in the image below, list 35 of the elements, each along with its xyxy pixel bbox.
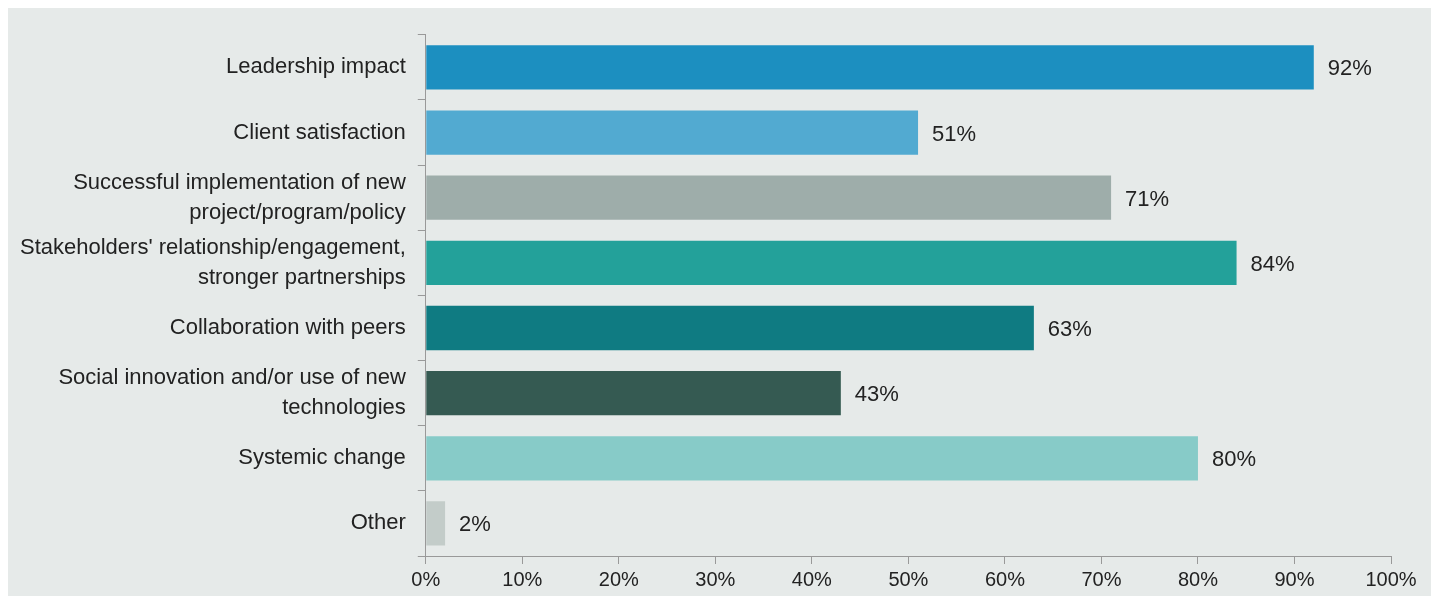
bar	[426, 45, 1314, 90]
bar	[426, 436, 1198, 481]
x-tick-label: 100%	[1365, 567, 1417, 590]
data-label: 51%	[932, 120, 977, 146]
data-label: 43%	[854, 381, 899, 407]
bar	[426, 305, 1034, 351]
x-tick-label: 0%	[411, 567, 441, 590]
data-label: 80%	[1211, 446, 1256, 472]
y-tick-label: Social innovation and/or use of new technologies	[58, 364, 406, 420]
x-tick-label: 90%	[1274, 567, 1315, 590]
data-label: 63%	[1047, 316, 1092, 342]
x-tick-label: 70%	[1081, 567, 1122, 590]
data-label: 2%	[459, 511, 491, 537]
data-label: 92%	[1327, 55, 1372, 81]
bar	[426, 240, 1237, 285]
y-tick-label: Other	[350, 509, 406, 535]
data-label: 71%	[1125, 185, 1170, 211]
y-tick-label: Successful implementation of new project/program/policy	[73, 168, 406, 224]
bar	[426, 175, 1112, 220]
data-label: 84%	[1250, 250, 1295, 276]
y-tick-label: Stakeholders' relationship/engagement, stronger partnerships	[19, 234, 406, 289]
x-tick-label: 10%	[502, 567, 543, 590]
y-tick-label: Collaboration with peers	[169, 314, 406, 340]
x-tick-label: 50%	[888, 567, 929, 590]
x-tick-label: 40%	[791, 567, 833, 590]
bar	[426, 501, 446, 546]
x-tick-label: 60%	[984, 567, 1026, 590]
y-tick-label: Client satisfaction	[233, 118, 406, 144]
bar	[426, 110, 919, 155]
y-tick-label: Leadership impact	[226, 53, 406, 79]
y-tick-label: Systemic change	[238, 444, 406, 470]
x-tick-label: 30%	[695, 567, 736, 590]
bar	[426, 370, 841, 416]
x-tick-label: 20%	[598, 567, 640, 590]
x-tick-label: 80%	[1177, 567, 1219, 590]
